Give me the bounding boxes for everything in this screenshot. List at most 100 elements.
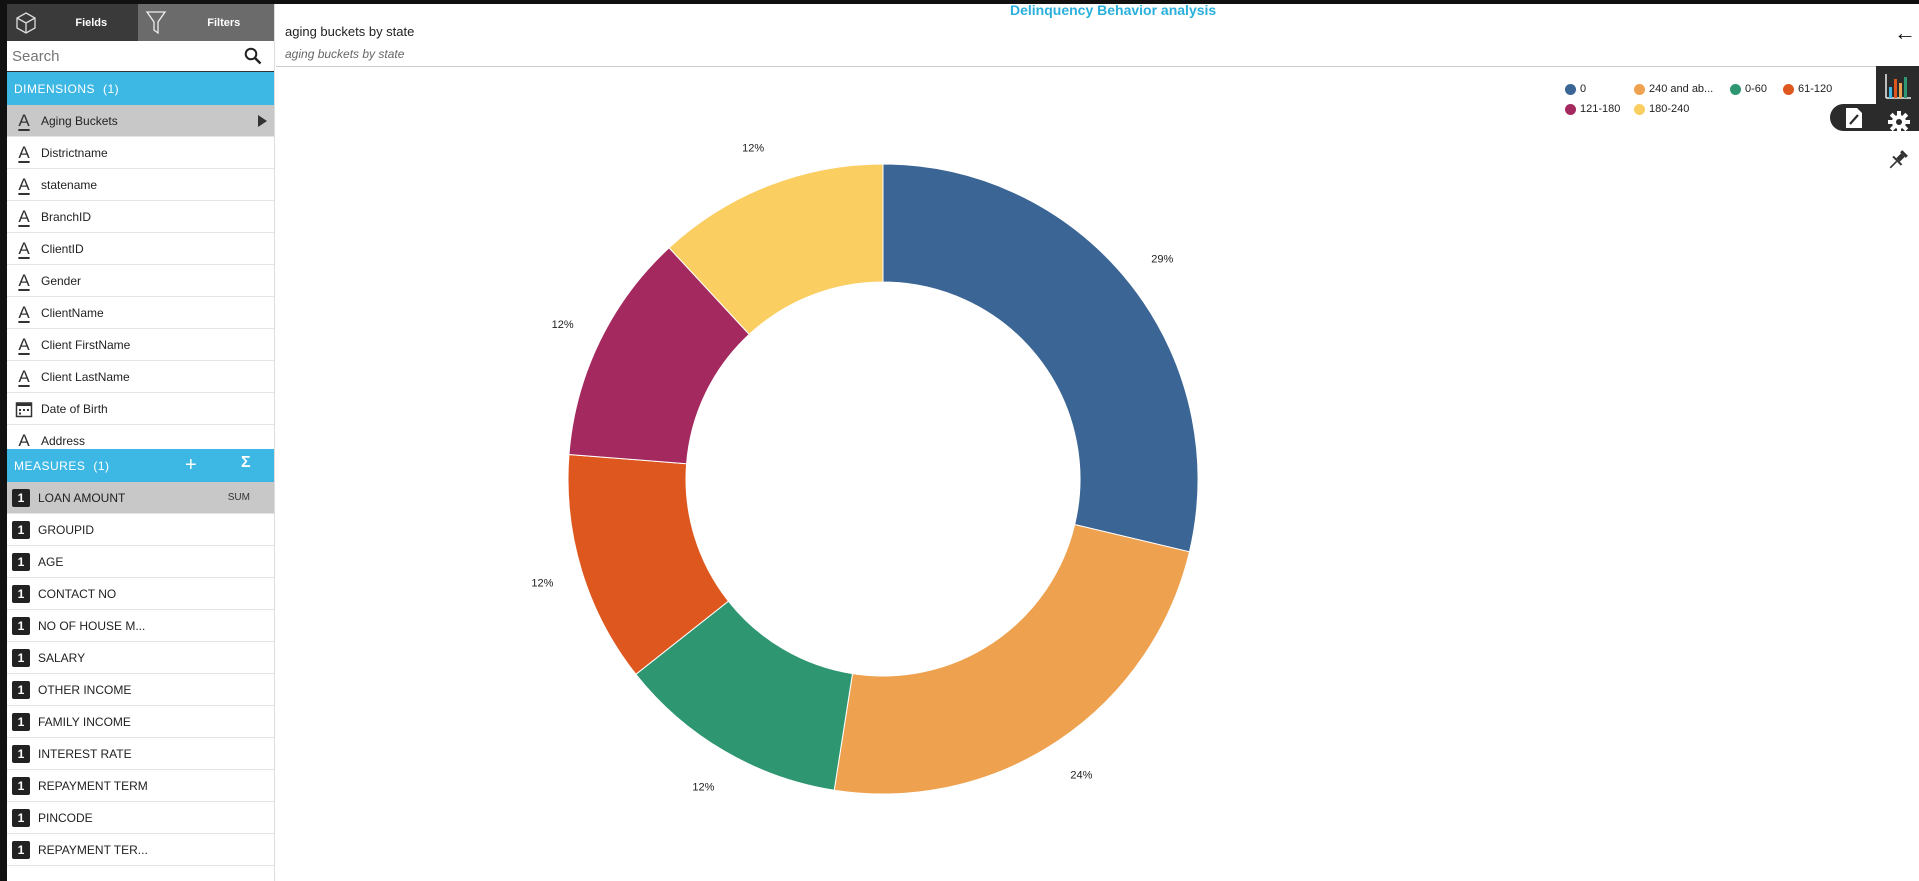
measure-item[interactable]: 1 NO OF HOUSE M... bbox=[7, 610, 274, 642]
slice-data-label: 29% bbox=[1151, 253, 1173, 265]
tab-filters[interactable]: Filters bbox=[137, 4, 274, 41]
bar-chart-icon bbox=[1884, 74, 1911, 99]
gear-icon[interactable] bbox=[1887, 110, 1911, 139]
dimensions-count: (1) bbox=[103, 81, 120, 96]
legend-item[interactable]: 180-240 bbox=[1634, 103, 1689, 115]
dimension-label: BranchID bbox=[41, 209, 92, 224]
measure-item[interactable]: 1 REPAYMENT TER... bbox=[7, 834, 274, 866]
dimensions-header-label: DIMENSIONS bbox=[14, 81, 96, 96]
chart-title: aging buckets by state bbox=[285, 24, 415, 39]
dimension-item[interactable]: A Districtname bbox=[7, 137, 274, 169]
dimension-label: Client LastName bbox=[41, 369, 130, 384]
pin-icon[interactable] bbox=[1886, 148, 1910, 177]
dimension-item[interactable]: A BranchID bbox=[7, 201, 274, 233]
measure-label: INTEREST RATE bbox=[38, 746, 132, 761]
numeric-type-icon: 1 bbox=[12, 520, 30, 539]
dimension-item[interactable]: A Gender bbox=[7, 265, 274, 297]
measure-item[interactable]: 1 OTHER INCOME bbox=[7, 674, 274, 706]
measure-label: NO OF HOUSE M... bbox=[38, 618, 146, 633]
legend-item[interactable]: 121-180 bbox=[1565, 103, 1620, 115]
legend-label: 0-60 bbox=[1745, 83, 1768, 95]
measure-label: LOAN AMOUNT bbox=[38, 490, 126, 505]
donut-slice[interactable] bbox=[833, 523, 1191, 795]
slice-data-label: 12% bbox=[742, 143, 764, 155]
measure-item[interactable]: 1 FAMILY INCOME bbox=[7, 706, 274, 738]
search-box bbox=[7, 41, 274, 72]
dimension-item[interactable]: A Client LastName bbox=[7, 361, 274, 393]
measure-label: AGE bbox=[38, 554, 64, 569]
legend-item[interactable]: 0 bbox=[1565, 83, 1586, 95]
text-type-icon: A bbox=[18, 303, 30, 322]
dimension-label: ClientID bbox=[41, 241, 84, 256]
text-type-icon: A bbox=[18, 143, 30, 162]
tab-fields[interactable]: Fields bbox=[7, 4, 138, 41]
measure-item[interactable]: 1 AGE bbox=[7, 546, 274, 578]
legend-item[interactable]: 240 and ab... bbox=[1634, 83, 1713, 95]
chart-type-button[interactable] bbox=[1876, 66, 1919, 106]
dimensions-header: DIMENSIONS (1) bbox=[7, 72, 274, 105]
calendar-icon bbox=[7, 400, 41, 418]
top-border bbox=[0, 0, 1919, 4]
measures-header: MEASURES (1) + Σ bbox=[7, 449, 274, 482]
text-type-icon: A bbox=[18, 175, 30, 194]
measure-label: CONTACT NO bbox=[38, 586, 117, 601]
legend-swatch bbox=[1730, 83, 1741, 95]
numeric-type-icon: 1 bbox=[12, 552, 30, 571]
measure-item[interactable]: 1 CONTACT NO bbox=[7, 578, 274, 610]
measure-label: REPAYMENT TER... bbox=[38, 842, 148, 857]
sigma-icon[interactable]: Σ bbox=[241, 454, 252, 471]
legend-item[interactable]: 61-120 bbox=[1783, 83, 1832, 95]
search-input[interactable] bbox=[7, 41, 237, 71]
measure-item[interactable]: 1 LOAN AMOUNT SUM bbox=[7, 482, 274, 514]
measure-label: GROUPID bbox=[38, 522, 95, 537]
dimension-label: Aging Buckets bbox=[41, 113, 118, 128]
search-icon[interactable] bbox=[244, 47, 262, 70]
aggregation-label[interactable]: SUM bbox=[227, 492, 250, 503]
edit-document-icon[interactable] bbox=[1843, 106, 1865, 135]
measure-item[interactable]: 1 PINCODE bbox=[7, 802, 274, 834]
dimension-item[interactable]: A Address bbox=[7, 425, 274, 449]
chart-subtitle: aging buckets by state bbox=[285, 47, 405, 61]
legend-item[interactable]: 0-60 bbox=[1730, 83, 1767, 95]
report-title: Delinquency Behavior analysis bbox=[1010, 2, 1217, 18]
dimension-label: Gender bbox=[41, 273, 82, 288]
legend-swatch bbox=[1634, 83, 1645, 95]
donut-slice[interactable] bbox=[882, 163, 1199, 553]
dimension-item[interactable]: A Client FirstName bbox=[7, 329, 274, 361]
dimension-item[interactable]: Date of Birth bbox=[7, 393, 274, 425]
dimension-label: Date of Birth bbox=[41, 401, 108, 416]
dimension-item[interactable]: A ClientName bbox=[7, 297, 274, 329]
text-type-icon: A bbox=[18, 239, 30, 258]
numeric-type-icon: 1 bbox=[12, 840, 30, 859]
tab-fields-label: Fields bbox=[75, 16, 108, 29]
left-border bbox=[0, 0, 7, 881]
legend-swatch bbox=[1634, 103, 1645, 115]
donut-slice[interactable] bbox=[668, 163, 884, 336]
numeric-type-icon: 1 bbox=[12, 488, 30, 507]
legend-swatch bbox=[1565, 103, 1576, 115]
numeric-type-icon: 1 bbox=[12, 680, 30, 699]
sidebar-tabs: Fields Filters bbox=[7, 4, 274, 41]
slice-data-label: 24% bbox=[1070, 770, 1092, 782]
tab-filters-label: Filters bbox=[207, 16, 241, 29]
dimension-item[interactable]: A Aging Buckets bbox=[7, 105, 274, 137]
expand-arrow-icon[interactable] bbox=[258, 115, 267, 127]
numeric-type-icon: 1 bbox=[12, 808, 30, 827]
slice-data-label: 12% bbox=[531, 578, 553, 590]
legend-label: 0 bbox=[1580, 83, 1587, 95]
measure-item[interactable]: 1 SALARY bbox=[7, 642, 274, 674]
measure-item[interactable]: 1 GROUPID bbox=[7, 514, 274, 546]
numeric-type-icon: 1 bbox=[12, 712, 30, 731]
measure-item[interactable]: 1 INTEREST RATE bbox=[7, 738, 274, 770]
legend-label: 240 and ab... bbox=[1649, 83, 1714, 95]
text-type-icon: A bbox=[18, 271, 30, 290]
arrow-left-icon[interactable]: ← bbox=[1894, 20, 1916, 45]
cube-icon bbox=[7, 4, 45, 41]
dimension-item[interactable]: A ClientID bbox=[7, 233, 274, 265]
measure-item[interactable]: 1 REPAYMENT TERM bbox=[7, 770, 274, 802]
numeric-type-icon: 1 bbox=[12, 648, 30, 667]
add-measure-button[interactable]: + bbox=[185, 454, 198, 476]
